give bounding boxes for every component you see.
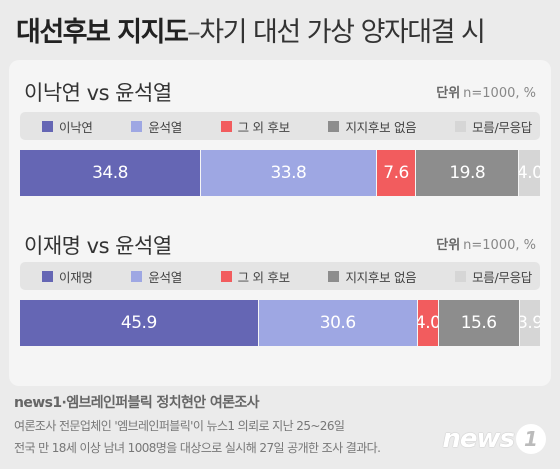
- chart-title-1: 이낙연 vs 윤석열: [24, 81, 172, 105]
- legend-item: 지지후보 없음: [328, 267, 417, 286]
- legend-label: 지지후보 없음: [345, 119, 417, 135]
- bar-segment: 7.6: [376, 150, 416, 196]
- legend-swatch: [131, 270, 143, 282]
- bar-value-label: 33.8: [270, 163, 307, 183]
- unit-key-2: 단위: [436, 238, 461, 253]
- logo-text: news: [442, 424, 515, 454]
- legend-label: 윤석열: [148, 269, 182, 285]
- unit-key-1: 단위: [436, 86, 461, 101]
- legend-swatch: [131, 120, 143, 132]
- legend-item: 윤석열: [131, 267, 182, 286]
- legend-2: 이재명 윤석열 그 외 후보 지지후보 없음 모름/무응답: [20, 262, 540, 290]
- chart-title-2: 이재명 vs 윤석열: [24, 234, 172, 258]
- bar-segment: 33.8: [201, 150, 376, 196]
- unit-label-1: 단위 n=1000, %: [436, 82, 536, 101]
- footer-note-2: 전국 만 18세 이상 남녀 1008명을 대상으로 실시해 27일 공개한 조…: [14, 441, 381, 455]
- legend-swatch: [42, 120, 53, 132]
- legend-label: 그 외 후보: [237, 119, 290, 135]
- title-main: 대선후보 지지도: [16, 17, 189, 48]
- legend-item: 이낙연: [42, 117, 93, 136]
- legend-item: 그 외 후보: [220, 117, 290, 136]
- legend-item: 모름/무응답: [455, 267, 532, 286]
- chart-card: 이낙연 vs 윤석열 단위 n=1000, % 이낙연 윤석열 그 외 후보 지지후보 …: [9, 60, 551, 386]
- bar-value-label: 4.0: [519, 163, 540, 183]
- bar-segment: 30.6: [258, 300, 417, 346]
- bar-segment: 4.0: [417, 300, 438, 346]
- bar-segment: 45.9: [20, 300, 258, 346]
- footer: news1·엠브레인퍼블릭 정치현안 여론조사 여론조사 전문업체인 '엠브레인…: [14, 392, 434, 456]
- legend-swatch: [220, 120, 232, 132]
- legend-swatch: [42, 270, 53, 282]
- bar-value-label: 34.8: [92, 163, 128, 183]
- legend-swatch: [455, 120, 467, 132]
- legend-label: 윤석열: [148, 119, 182, 135]
- legend-label: 그 외 후보: [237, 269, 290, 285]
- bar-value-label: 15.6: [460, 313, 497, 333]
- legend-swatch: [455, 270, 467, 282]
- bar-segment: 19.8: [416, 150, 519, 196]
- legend-item: 모름/무응답: [455, 117, 532, 136]
- bar-value-label: 19.8: [449, 163, 486, 183]
- legend-item: 이재명: [42, 267, 93, 286]
- unit-label-2: 단위 n=1000, %: [436, 234, 536, 253]
- legend-swatch: [220, 270, 232, 282]
- legend-swatch: [328, 270, 340, 282]
- legend-item: 그 외 후보: [220, 267, 290, 286]
- title-separator: –: [187, 17, 201, 48]
- legend-swatch: [328, 120, 340, 132]
- bar-value-label: 3.9: [519, 313, 540, 333]
- stacked-bar-2: 45.9 30.6 4.0 15.6 3.9: [20, 300, 540, 346]
- footer-source: news1·엠브레인퍼블릭 정치현안 여론조사: [14, 395, 260, 411]
- unit-value-2: n=1000, %: [463, 238, 536, 253]
- legend-label: 지지후보 없음: [345, 269, 417, 285]
- bar-segment: 4.0: [519, 150, 540, 196]
- unit-value-1: n=1000, %: [463, 86, 536, 101]
- legend-item: 지지후보 없음: [328, 117, 417, 136]
- legend-label: 이재명: [59, 269, 93, 285]
- legend-item: 윤석열: [131, 117, 182, 136]
- bar-segment: 15.6: [438, 300, 519, 346]
- bar-value-label: 7.6: [383, 163, 409, 183]
- legend-label: 모름/무응답: [472, 119, 532, 135]
- footer-note-1: 여론조사 전문업체인 '엠브레인퍼블릭'이 뉴스1 의뢰로 지난 25~26일: [14, 419, 345, 433]
- legend-label: 이낙연: [59, 119, 93, 135]
- legend-label: 모름/무응답: [472, 269, 532, 285]
- bar-value-label: 4.0: [417, 313, 438, 333]
- legend-1: 이낙연 윤석열 그 외 후보 지지후보 없음 모름/무응답: [20, 112, 540, 140]
- bar-value-label: 45.9: [120, 313, 157, 333]
- news1-logo: news 1: [442, 424, 546, 454]
- bar-segment: 34.8: [20, 150, 200, 196]
- stacked-bar-1: 34.8 33.8 7.6 19.8 4.0: [20, 150, 540, 196]
- bar-value-label: 30.6: [319, 313, 356, 333]
- page-title: 대선후보 지지도–차기 대선 가상 양자대결 시: [16, 10, 486, 49]
- logo-number: 1: [516, 424, 546, 454]
- bar-segment: 3.9: [519, 300, 540, 346]
- title-rest: 차기 대선 가상 양자대결 시: [199, 17, 486, 48]
